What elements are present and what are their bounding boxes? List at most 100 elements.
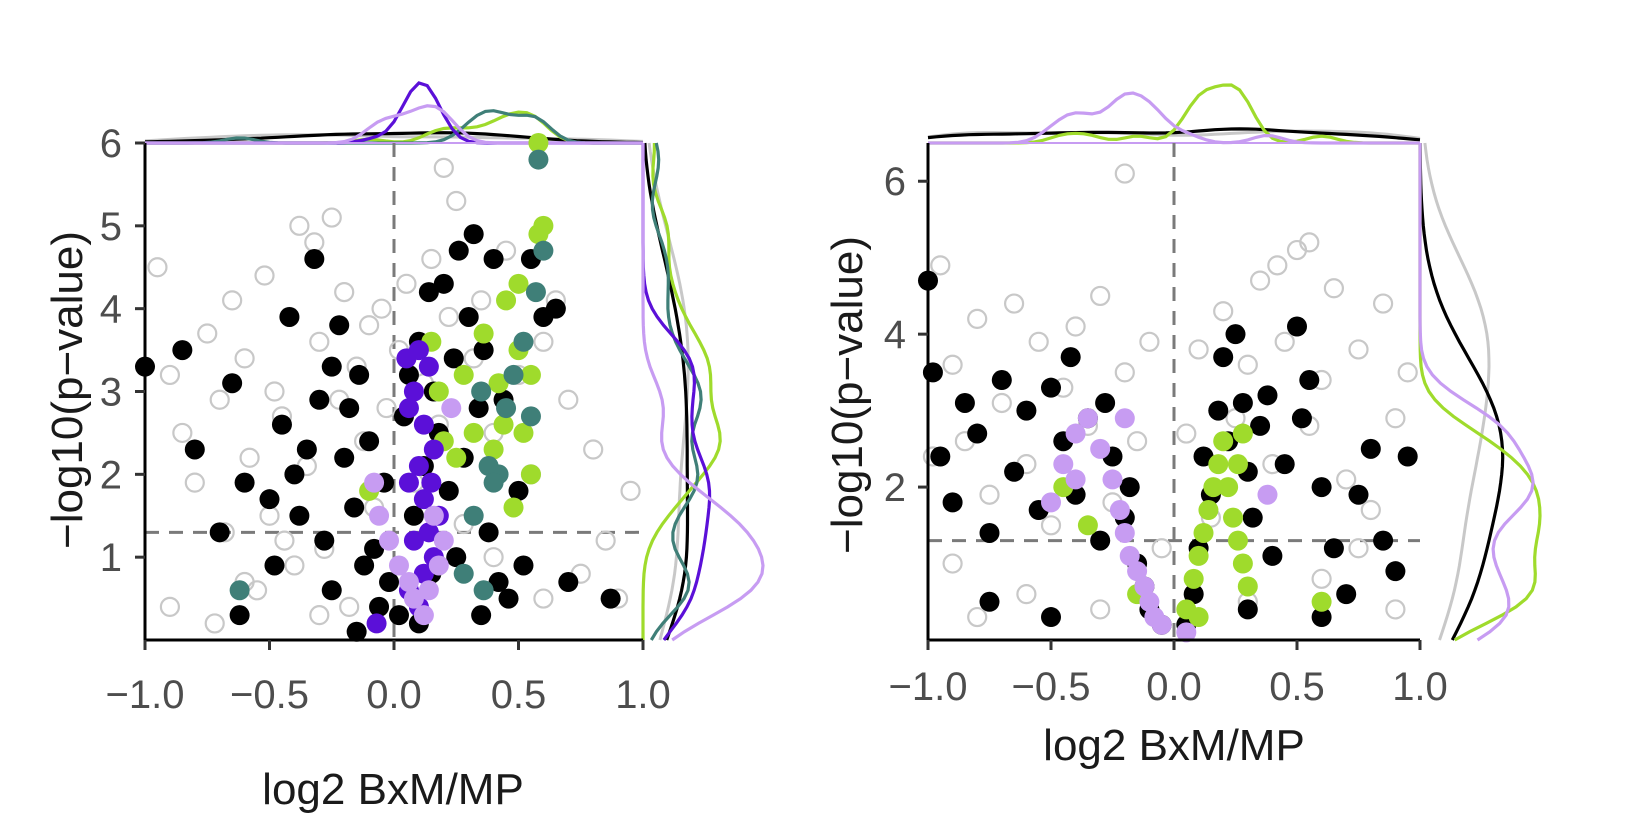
- right-density-curve: [1423, 142, 1491, 641]
- significant-point: [1225, 324, 1246, 345]
- highlight-point: [1218, 477, 1239, 498]
- significant-point: [1232, 392, 1253, 413]
- significant-point: [448, 240, 469, 261]
- right-density-curve: [641, 143, 765, 642]
- significant-point: [1299, 370, 1320, 391]
- significant-point: [334, 447, 355, 468]
- x-tick-label: −1.0: [889, 665, 968, 709]
- highlight-point: [423, 505, 444, 526]
- background-point: [1372, 293, 1394, 314]
- significant-point: [329, 315, 350, 336]
- background-point: [1360, 499, 1381, 521]
- significant-point: [1311, 607, 1332, 628]
- significant-point: [1257, 385, 1278, 406]
- left-axes: [135, 141, 645, 650]
- significant-point: [1060, 347, 1081, 368]
- background-point: [339, 596, 360, 617]
- background-point: [471, 290, 492, 311]
- highlight-point: [398, 472, 419, 493]
- highlight-point: [1090, 438, 1111, 459]
- significant-point: [1041, 377, 1061, 398]
- significant-point: [184, 439, 205, 460]
- highlight-point: [398, 398, 419, 419]
- highlight-point: [1134, 576, 1155, 597]
- significant-point: [1242, 507, 1263, 528]
- highlight-point: [513, 422, 534, 443]
- highlight-point: [488, 373, 509, 394]
- highlight-point: [453, 364, 474, 385]
- significant-point: [209, 522, 230, 543]
- highlight-point: [1213, 431, 1234, 452]
- background-point: [334, 282, 355, 303]
- y-tick-label: 6: [884, 160, 906, 204]
- right-density-curve: [649, 142, 703, 641]
- significant-point: [930, 446, 951, 467]
- x-tick-label: 1.0: [1392, 665, 1448, 709]
- significant-point: [259, 489, 280, 510]
- background-point: [309, 331, 330, 352]
- highlight-point: [463, 505, 484, 526]
- highlight-point: [441, 398, 462, 419]
- significant-point: [234, 472, 255, 493]
- y-tick-label: 5: [100, 205, 122, 249]
- background-point: [274, 530, 295, 551]
- highlight-point: [408, 340, 429, 361]
- highlight-point: [453, 563, 474, 584]
- highlight-point: [463, 422, 484, 443]
- highlight-point: [1223, 507, 1244, 528]
- right-y-tick-labels: 2 4 6: [884, 160, 906, 510]
- highlight-point: [1311, 591, 1332, 612]
- background-point: [1126, 431, 1148, 452]
- significant-point: [1041, 607, 1061, 628]
- significant-point: [438, 480, 459, 501]
- significant-point: [314, 530, 335, 551]
- background-point: [438, 306, 459, 328]
- highlight-point: [1176, 622, 1197, 643]
- significant-point: [1193, 446, 1214, 467]
- significant-point: [446, 547, 467, 568]
- background-point: [942, 553, 963, 574]
- right-density-curve: [1418, 142, 1505, 641]
- highlight-point: [483, 472, 504, 493]
- significant-point: [264, 555, 285, 576]
- significant-point: [1360, 438, 1381, 459]
- significant-point: [1274, 454, 1295, 475]
- highlight-point: [1151, 614, 1172, 635]
- y-tick-label: 4: [100, 288, 122, 332]
- significant-point: [284, 464, 305, 485]
- background-point: [254, 265, 275, 286]
- significant-point: [222, 373, 243, 394]
- background-point: [1385, 599, 1406, 620]
- right-density-curve: [1418, 143, 1535, 642]
- background-point: [1065, 316, 1086, 337]
- left-scatter-points: [135, 133, 641, 642]
- background-point: [967, 606, 988, 628]
- significant-point: [1119, 477, 1140, 498]
- highlight-point: [1065, 423, 1086, 444]
- significant-point: [1208, 400, 1229, 421]
- highlight-point: [1237, 576, 1258, 597]
- highlight-point: [533, 240, 554, 261]
- background-point: [309, 605, 330, 626]
- highlight-point: [403, 588, 424, 609]
- y-tick-label: 2: [884, 466, 906, 510]
- background-point: [1139, 331, 1160, 352]
- significant-point: [478, 522, 499, 543]
- right-x-tick-labels: −1.0 −0.5 0.0 0.5 1.0: [889, 665, 1448, 709]
- highlight-point: [379, 530, 400, 551]
- significant-point: [379, 572, 400, 593]
- significant-point: [473, 340, 494, 361]
- significant-point: [1311, 477, 1332, 498]
- background-point: [234, 348, 255, 369]
- significant-point: [513, 555, 534, 576]
- background-point: [1188, 339, 1209, 360]
- significant-point: [1183, 584, 1204, 605]
- background-point: [620, 480, 641, 501]
- highlight-point: [428, 381, 449, 402]
- highlight-point: [421, 472, 442, 493]
- right-scatter-points: [918, 163, 1418, 643]
- significant-point: [229, 605, 250, 626]
- significant-point: [172, 340, 193, 361]
- y-tick-label: 4: [884, 313, 906, 357]
- x-tick-label: 0.0: [366, 673, 422, 717]
